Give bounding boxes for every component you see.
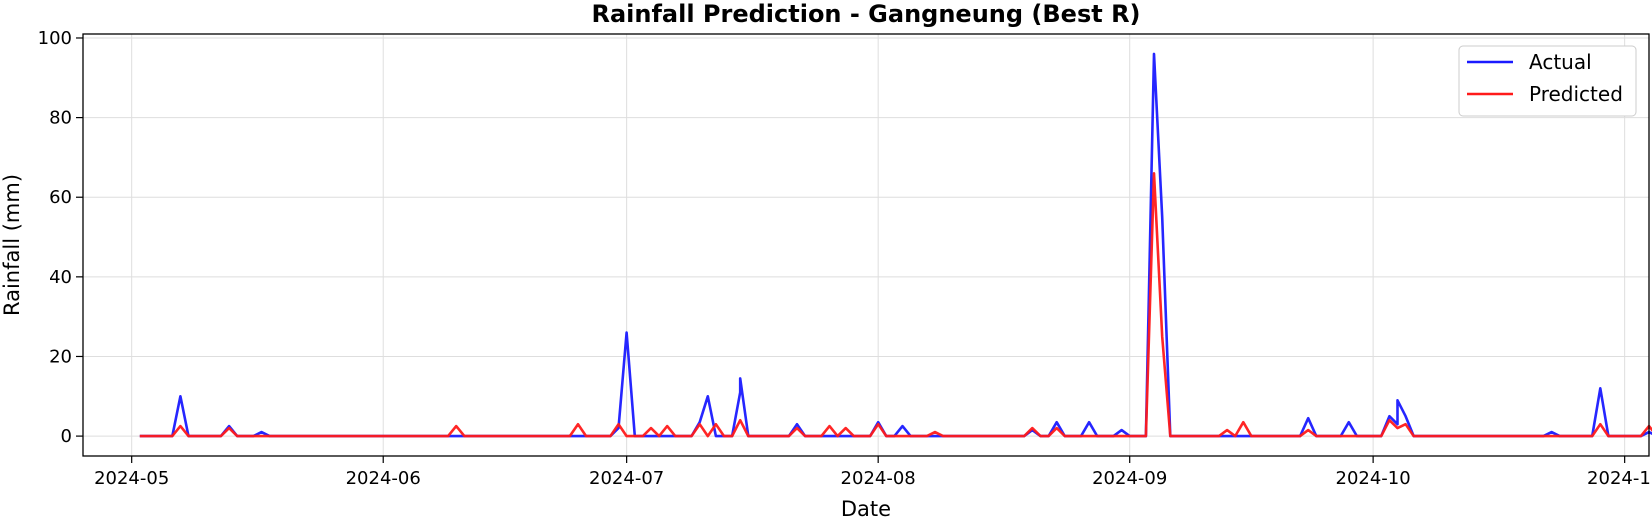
chart-title: Rainfall Prediction - Gangneung (Best R) (591, 0, 1140, 28)
legend-label-predicted: Predicted (1529, 82, 1623, 106)
x-tick-label: 2024-05 (94, 468, 169, 489)
x-tick-label: 2024-09 (1092, 468, 1167, 489)
x-tick-label: 2024-06 (346, 468, 421, 489)
x-tick-label: 2024-11 (1587, 468, 1652, 489)
x-tick-label: 2024-07 (589, 468, 664, 489)
grid-layer (83, 34, 1649, 456)
tick-layer: 2024-05 2024-06 2024-07 2024-08 2024-09 2024-… (38, 28, 1652, 489)
y-tick-label: 20 (49, 346, 72, 367)
y-tick-label: 0 (61, 426, 72, 447)
x-tick-label: 2024-08 (841, 468, 916, 489)
y-tick-label: 40 (49, 267, 72, 288)
x-axis-label: Date (841, 497, 891, 519)
x-tick-label: 2024-10 (1336, 468, 1411, 489)
series-layer (139, 52, 1652, 438)
y-tick-label: 60 (49, 187, 72, 208)
legend-box (1458, 45, 1637, 117)
series-line-predicted (139, 172, 1652, 438)
plot-frame (82, 33, 1650, 457)
legend-label-actual: Actual (1529, 50, 1592, 74)
y-tick-label: 100 (38, 28, 72, 49)
y-axis-label: Rainfall (mm) (0, 174, 24, 316)
legend: Actual Predicted (1458, 45, 1637, 117)
y-tick-label: 80 (49, 108, 72, 129)
